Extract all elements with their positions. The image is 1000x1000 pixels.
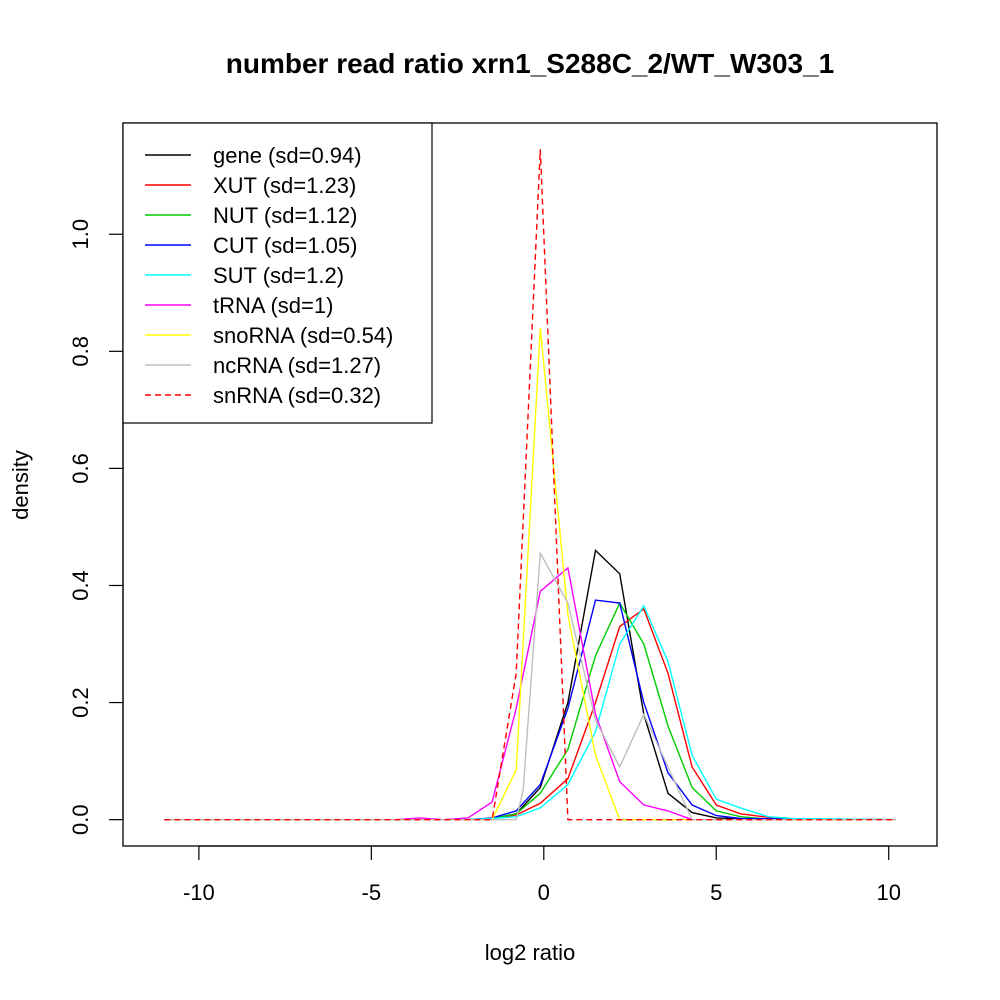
y-tick-label: 0.4 [68, 570, 93, 601]
x-tick-label: -10 [183, 880, 215, 905]
y-tick-label: 0.0 [68, 804, 93, 835]
legend-entry-3: CUT (sd=1.05) [213, 233, 357, 258]
legend-entry-2: NUT (sd=1.12) [213, 203, 357, 228]
y-axis-label: density [8, 450, 33, 520]
legend-entry-5: tRNA (sd=1) [213, 293, 333, 318]
series-line-3 [164, 599, 896, 821]
plot-area [164, 149, 896, 821]
y-tick-label: 0.2 [68, 687, 93, 718]
x-tick-label: 5 [710, 880, 722, 905]
legend-entry-8: snRNA (sd=0.32) [213, 383, 381, 408]
x-axis-label: log2 ratio [485, 940, 576, 965]
series-line-5 [164, 566, 896, 821]
legend-entry-0: gene (sd=0.94) [213, 143, 362, 168]
y-tick-label: 0.8 [68, 336, 93, 367]
x-tick-label: -5 [362, 880, 382, 905]
x-tick-label: 0 [538, 880, 550, 905]
y-tick-label: 1.0 [68, 219, 93, 250]
y-tick-label: 0.6 [68, 453, 93, 484]
series-line-4 [164, 604, 896, 821]
legend-box [122, 122, 433, 424]
legend-entry-4: SUT (sd=1.2) [213, 263, 344, 288]
x-tick-label: 10 [876, 880, 900, 905]
legend: gene (sd=0.94) XUT (sd=1.23) NUT (sd=1.12)… [122, 122, 433, 424]
series-line-7 [164, 550, 896, 821]
legend-entry-6: snoRNA (sd=0.54) [213, 323, 393, 348]
series-line-8 [164, 149, 896, 821]
legend-entry-1: XUT (sd=1.23) [213, 173, 356, 198]
legend-entry-7: ncRNA (sd=1.27) [213, 353, 381, 378]
chart-title: number read ratio xrn1_S288C_2/WT_W303_1 [226, 48, 834, 79]
x-axis: -10 -5 0 5 10 [183, 845, 901, 905]
